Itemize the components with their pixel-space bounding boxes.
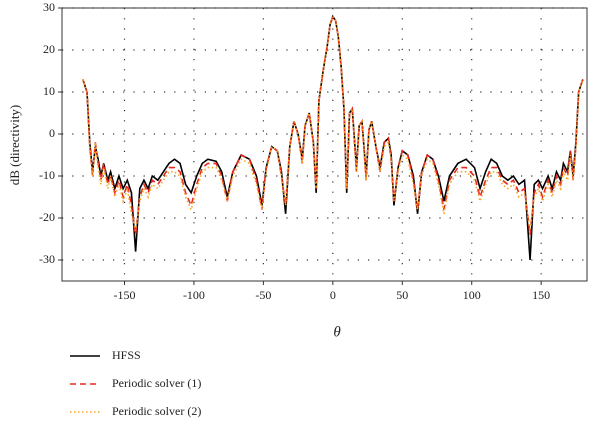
x-tick-label: 100 <box>463 288 481 302</box>
y-tick-label: 0 <box>49 126 55 140</box>
legend-label: Periodic solver (2) <box>112 404 201 418</box>
y-tick-label: -20 <box>39 210 55 224</box>
plot-frame <box>61 7 588 282</box>
legend-label: Periodic solver (1) <box>112 376 201 390</box>
y-tick-label: -10 <box>39 168 55 182</box>
x-tick-label: 50 <box>396 288 408 302</box>
x-tick-label: -100 <box>183 288 205 302</box>
x-tick-label: 150 <box>532 288 550 302</box>
y-tick-label: 20 <box>43 42 55 56</box>
y-tick-label: 10 <box>43 84 55 98</box>
x-axis-label: θ <box>333 324 341 340</box>
legend-label: HFSS <box>112 348 141 362</box>
y-tick-label: 30 <box>43 0 55 14</box>
y-tick-label: -30 <box>39 252 55 266</box>
x-tick-label: 0 <box>330 288 336 302</box>
x-tick-label: -50 <box>255 288 271 302</box>
y-axis-label: dB (directivity) <box>7 105 22 186</box>
x-tick-label: -150 <box>114 288 136 302</box>
series-line <box>82 14 584 231</box>
series-line <box>82 14 584 261</box>
